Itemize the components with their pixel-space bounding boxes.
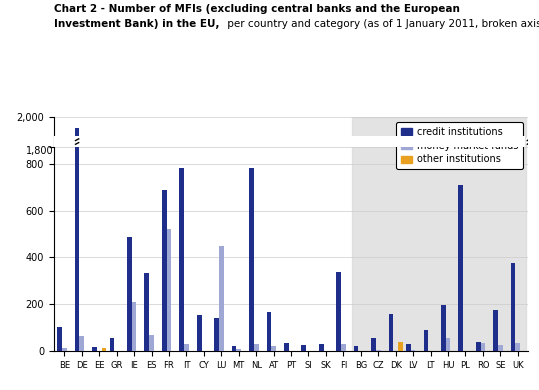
- Bar: [376, 350, 381, 351]
- Bar: [498, 345, 503, 351]
- Bar: [214, 318, 219, 351]
- Bar: [249, 168, 254, 351]
- Bar: [406, 344, 411, 351]
- Bar: [301, 345, 306, 351]
- Bar: [101, 348, 106, 351]
- Bar: [79, 336, 84, 351]
- Bar: [162, 190, 167, 351]
- Bar: [267, 312, 271, 351]
- Bar: [476, 342, 481, 351]
- Bar: [510, 262, 515, 351]
- Bar: [197, 316, 202, 351]
- Bar: [57, 327, 62, 351]
- Bar: [167, 229, 171, 351]
- Bar: [341, 344, 345, 351]
- Bar: [493, 310, 498, 351]
- Bar: [411, 350, 416, 351]
- Bar: [62, 348, 67, 351]
- Bar: [398, 342, 403, 351]
- Bar: [336, 272, 341, 351]
- Bar: [127, 237, 132, 351]
- Bar: [319, 344, 323, 351]
- Bar: [219, 246, 224, 351]
- Bar: [232, 346, 237, 351]
- Legend: credit institutions, money market funds, other institutions: credit institutions, money market funds,…: [396, 122, 523, 169]
- Bar: [144, 273, 149, 351]
- Bar: [371, 338, 376, 351]
- Text: per country and category (as of 1 January 2011, broken axis): per country and category (as of 1 Januar…: [224, 19, 539, 29]
- Text: Chart 2 - Number of MFIs (excluding central banks and the European: Chart 2 - Number of MFIs (excluding cent…: [54, 4, 460, 14]
- Bar: [446, 338, 451, 351]
- Bar: [458, 185, 463, 351]
- Bar: [424, 330, 428, 351]
- Bar: [271, 346, 276, 351]
- Bar: [237, 349, 241, 351]
- Bar: [515, 343, 520, 351]
- Bar: [352, 117, 527, 351]
- Bar: [179, 168, 184, 351]
- Bar: [184, 344, 189, 351]
- Text: Investment Bank) in the EU,: Investment Bank) in the EU,: [54, 19, 219, 29]
- Bar: [149, 335, 154, 351]
- Bar: [284, 343, 289, 351]
- Bar: [254, 344, 259, 351]
- Bar: [109, 338, 114, 351]
- Bar: [92, 347, 97, 351]
- Text: 1,800: 1,800: [26, 146, 54, 156]
- Bar: [481, 343, 485, 351]
- Bar: [441, 305, 446, 351]
- Bar: [389, 314, 393, 351]
- Bar: [354, 346, 358, 351]
- Bar: [132, 302, 136, 351]
- Bar: [75, 128, 79, 351]
- Bar: [54, 136, 525, 147]
